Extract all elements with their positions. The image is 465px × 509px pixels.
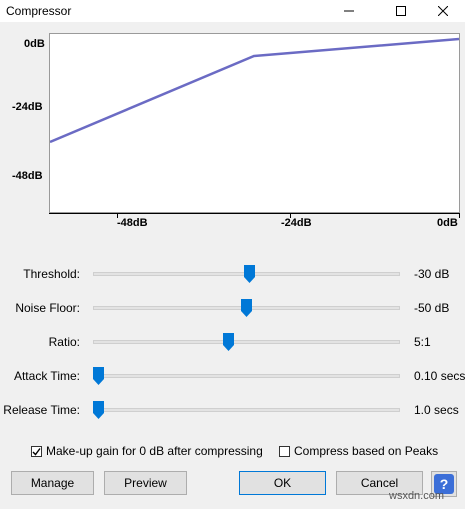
close-icon xyxy=(438,6,448,16)
makeup-gain-box[interactable] xyxy=(31,445,42,457)
x-tick xyxy=(459,213,460,218)
y-label-48db: -48dB xyxy=(12,170,43,182)
attack-time-label: Attack Time: xyxy=(13,369,80,383)
peaks-label: Compress based on Peaks xyxy=(294,444,439,458)
ratio-slider-thumb[interactable] xyxy=(223,333,234,351)
y-label-24db: -24dB xyxy=(12,101,43,113)
graph-x-axis xyxy=(49,213,460,214)
makeup-gain-label: Make-up gain for 0 dB after compressing xyxy=(46,444,263,458)
title-bar: Compressor xyxy=(0,0,465,22)
cancel-button[interactable]: Cancel xyxy=(336,471,423,495)
watermark: wsxdn.com xyxy=(389,490,445,502)
peaks-checkbox[interactable]: Compress based on Peaks xyxy=(279,444,438,458)
noise-floor-slider-thumb[interactable] xyxy=(241,299,252,317)
minimize-icon xyxy=(344,10,354,12)
threshold-slider-thumb[interactable] xyxy=(244,265,255,283)
ratio-slider[interactable] xyxy=(93,340,400,344)
check-icon xyxy=(32,447,41,456)
release-time-label: Release Time: xyxy=(3,403,80,417)
compression-curve xyxy=(50,37,459,144)
attack-time-value: 0.10 secs xyxy=(414,369,465,383)
svg-text:?: ? xyxy=(440,476,449,492)
noise-floor-label: Noise Floor: xyxy=(15,301,80,315)
ratio-label: Ratio: xyxy=(48,335,80,349)
minimize-button[interactable] xyxy=(326,0,372,22)
x-label-24db: -24dB xyxy=(281,217,312,229)
release-time-slider[interactable] xyxy=(93,408,400,412)
makeup-gain-checkbox[interactable]: Make-up gain for 0 dB after compressing xyxy=(31,444,263,458)
compression-graph xyxy=(49,33,460,213)
x-label-0db: 0dB xyxy=(437,217,458,229)
release-time-value: 1.0 secs xyxy=(414,403,459,417)
x-tick xyxy=(290,213,291,218)
close-button[interactable] xyxy=(420,0,465,22)
release-time-slider-thumb[interactable] xyxy=(93,401,104,419)
manage-button[interactable]: Manage xyxy=(11,471,94,495)
threshold-label: Threshold: xyxy=(23,267,80,281)
attack-time-slider-thumb[interactable] xyxy=(93,367,104,385)
help-icon: ? xyxy=(434,474,454,494)
maximize-icon xyxy=(396,6,406,16)
x-tick xyxy=(117,213,118,218)
x-label-48db: -48dB xyxy=(117,217,148,229)
help-button[interactable]: ? xyxy=(431,471,457,497)
peaks-box[interactable] xyxy=(279,445,290,457)
window-title: Compressor xyxy=(6,4,72,18)
maximize-button[interactable] xyxy=(378,0,424,22)
threshold-value: -30 dB xyxy=(414,267,450,281)
ok-button[interactable]: OK xyxy=(239,471,326,495)
noise-floor-value: -50 dB xyxy=(414,301,450,315)
preview-button[interactable]: Preview xyxy=(104,471,187,495)
y-label-0db: 0dB xyxy=(24,38,45,50)
ratio-value: 5:1 xyxy=(414,335,431,349)
attack-time-slider[interactable] xyxy=(93,374,400,378)
